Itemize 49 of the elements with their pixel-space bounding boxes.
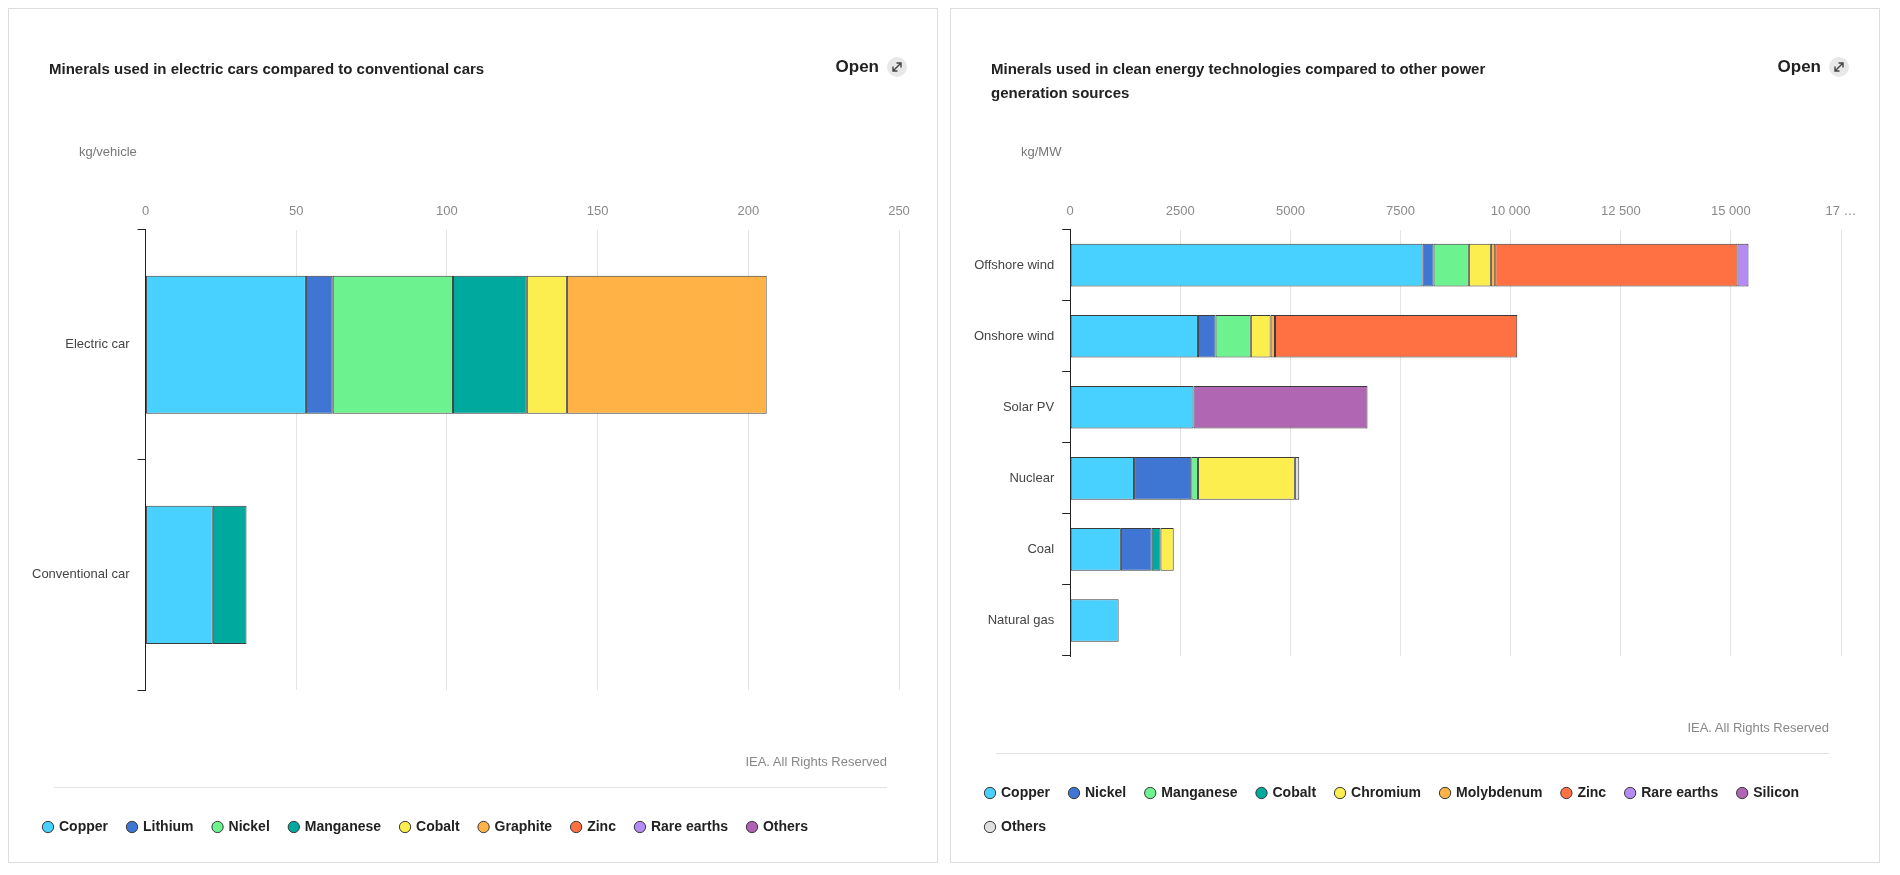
x-tick-label: 200 [737, 203, 760, 219]
legend-label: Manganese [1161, 783, 1238, 800]
legend-label: Nickel [1085, 783, 1127, 800]
legend-label: Zinc [587, 817, 617, 834]
text: IEA. All Rights Reserved [1687, 719, 1829, 735]
x-tick-label: 10 000 [1490, 203, 1531, 219]
legend-label: Copper [1001, 783, 1051, 800]
x-tick-label: 2500 [1165, 203, 1195, 219]
y-tick-label: Natural gas [987, 612, 1055, 628]
legend-label: Molybdenum [1456, 783, 1543, 800]
legend-label: Rare earths [1641, 783, 1719, 800]
x-tick-label: 5000 [1275, 203, 1305, 219]
x-tick-label: 0 [1066, 203, 1074, 219]
legend-label: Silicon [1753, 783, 1800, 800]
x-tick-label: 12 500 [1600, 203, 1641, 219]
legend-label: Cobalt [1272, 783, 1317, 800]
text: Open [835, 57, 879, 77]
legend-label: Cobalt [416, 817, 460, 834]
x-axis-title: kg/MW [1021, 143, 1063, 159]
x-tick-label: 17 … [1825, 203, 1857, 219]
x-tick-label: 0 [141, 203, 150, 219]
y-tick-label: Onshore wind [973, 327, 1055, 343]
legend-label: Others [1001, 817, 1047, 834]
y-tick-label: Nuclear [1009, 469, 1055, 485]
chart-title: Minerals used in clean energy technologies compared to other power generation sources [991, 59, 1487, 103]
text: Open [1777, 57, 1821, 77]
y-tick-label: Solar PV [1002, 398, 1055, 414]
text: IEA. All Rights Reserved [745, 753, 887, 769]
legend-label: Rare earths [650, 817, 729, 834]
x-tick-label: 250 [888, 203, 910, 219]
y-tick-label: Coal [1027, 540, 1055, 556]
legend-label: Nickel [228, 817, 270, 834]
y-tick-label: Conventional car [31, 566, 131, 582]
legend-label: Manganese [304, 817, 382, 834]
x-axis-title: kg/vehicle [79, 143, 137, 159]
legend-label: Graphite [494, 817, 553, 834]
legend-label: Zinc [1577, 783, 1607, 800]
x-tick-label: 15 000 [1711, 203, 1751, 219]
y-tick-label: Electric car [65, 336, 131, 352]
legend-label: Chromium [1351, 783, 1422, 800]
x-tick-label: 100 [436, 203, 458, 219]
x-tick-label: 7500 [1386, 203, 1416, 219]
x-tick-label: 150 [586, 203, 609, 219]
legend-label: Lithium [143, 817, 194, 834]
x-tick-label: 50 [289, 203, 304, 219]
legend-label: Others [762, 817, 809, 834]
y-tick-label: Offshore wind [974, 256, 1055, 272]
chart-title: Minerals used in electric cars compared to conventional cars [49, 59, 486, 79]
legend-label: Copper [59, 817, 109, 834]
